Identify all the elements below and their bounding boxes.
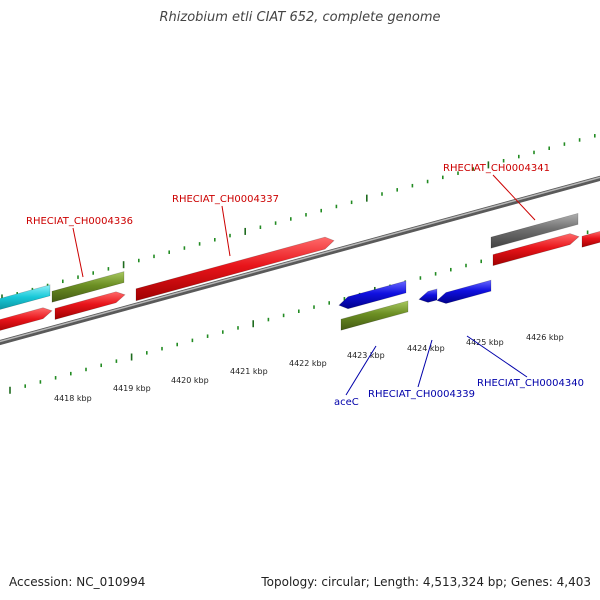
gene-label-rheciat_ch0004337: RHECIAT_CH0004337 <box>172 194 279 205</box>
leader-line <box>466 335 528 378</box>
topology-text: Topology: circular; Length: 4,513,324 bp… <box>261 575 591 589</box>
gene-feature-red <box>54 291 126 320</box>
scale-tick-label: 4426 kbp <box>526 333 564 342</box>
scale-tick-labels: 4418 kbp 4419 kbp 4420 kbp 4421 kbp 4422 kbp… <box>54 333 564 403</box>
gene-labels: RHECIAT_CH0004336 RHECIAT_CH0004337 RHECIA… <box>26 163 584 408</box>
gene-feature-cyan <box>0 284 51 310</box>
gene-feature-red <box>492 233 580 267</box>
map-title: Rhizobium etli CIAT 652, complete genome <box>159 10 441 25</box>
gene-label-acec: aceC <box>334 397 359 408</box>
leader-line <box>492 174 536 221</box>
label-leader-lines <box>72 174 536 396</box>
gene-feature-green <box>340 300 409 331</box>
gene-feature-gray <box>490 212 579 249</box>
scale-tick-label: 4419 kbp <box>113 384 151 393</box>
gene-feature-red <box>581 231 600 248</box>
gene-features <box>0 212 600 331</box>
accession-text: Accession: NC_010994 <box>9 575 146 589</box>
gene-label-rheciat_ch0004336: RHECIAT_CH0004336 <box>26 216 133 227</box>
scale-tick-label: 4420 kbp <box>171 376 209 385</box>
gene-feature-blue <box>338 280 407 310</box>
scale-tick-label: 4422 kbp <box>289 359 327 368</box>
gene-feature-blue <box>418 288 438 303</box>
genome-backbone <box>0 175 600 346</box>
gene-label-rheciat_ch0004339: RHECIAT_CH0004339 <box>368 389 475 400</box>
leader-line <box>345 345 377 396</box>
gene-label-rheciat_ch0004341: RHECIAT_CH0004341 <box>443 163 550 174</box>
scale-tick-label: 4418 kbp <box>54 394 92 403</box>
leader-line <box>417 339 433 388</box>
gene-feature-green <box>51 271 125 303</box>
scale-tick-label: 4423 kbp <box>347 351 385 360</box>
gene-feature-red <box>135 236 335 302</box>
scale-tick-label: 4425 kbp <box>466 338 504 347</box>
scale-tick-label: 4421 kbp <box>230 367 268 376</box>
scale-tick-label: 4424 kbp <box>407 344 445 353</box>
gene-label-rheciat_ch0004340: RHECIAT_CH0004340 <box>477 378 584 389</box>
leader-line <box>221 205 231 257</box>
leader-line <box>72 227 84 278</box>
gene-feature-red <box>0 307 53 331</box>
gene-feature-blue <box>436 279 492 304</box>
